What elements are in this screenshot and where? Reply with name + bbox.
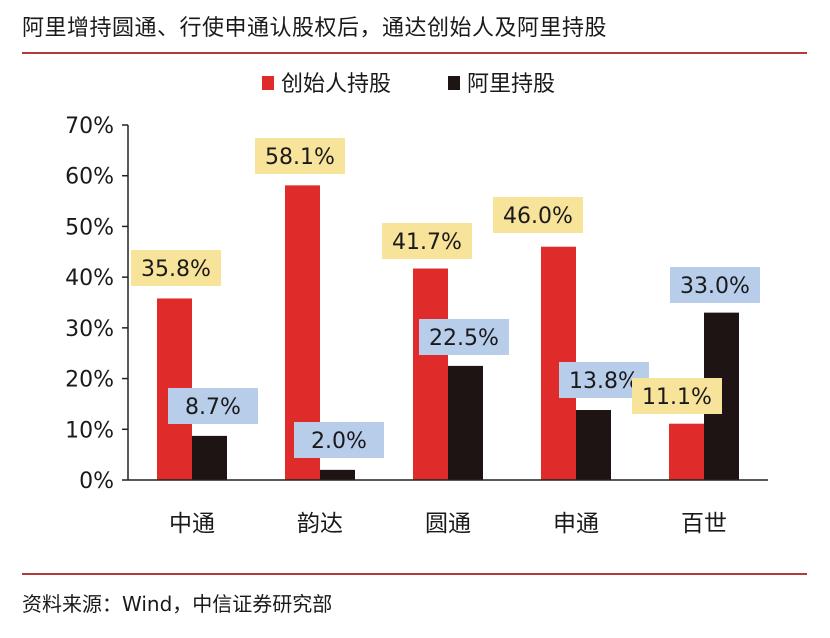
y-tick-label: 10%	[65, 418, 114, 443]
chart-title: 阿里增持圆通、行使申通认股权后，通达创始人及阿里持股	[22, 16, 608, 41]
y-tick-label: 40%	[65, 266, 114, 291]
legend-swatch-founder	[262, 76, 274, 90]
data-labels: 35.8% 8.7% 58.1% 2.0% 41.7% 22.5% 46.0% 13.8%11…	[131, 138, 760, 458]
bar-alibaba-3	[576, 410, 611, 480]
y-axis: 0% 10% 20% 30% 40% 50% 60% 70%	[65, 114, 129, 494]
data-label-founder-4: 11.1%	[642, 385, 712, 410]
bar-founder-4	[669, 423, 704, 480]
y-tick-label: 60%	[65, 165, 114, 190]
data-label-alibaba-1: 2.0%	[311, 429, 367, 454]
source-divider	[22, 573, 807, 575]
data-label-founder-0: 35.8%	[141, 257, 211, 282]
bar-alibaba-0	[192, 435, 227, 480]
y-tick-label: 20%	[65, 368, 114, 393]
x-axis: 中通 韵达 圆通 申通 百世	[128, 479, 768, 537]
x-tick-label: 中通	[169, 511, 215, 537]
y-tick-label: 30%	[65, 317, 114, 342]
data-label-alibaba-2: 22.5%	[429, 326, 499, 351]
data-label-alibaba-4: 33.0%	[680, 274, 750, 299]
bar-founder-2	[413, 268, 448, 480]
bar-alibaba-1	[320, 469, 355, 480]
data-label-alibaba-2-bg	[419, 319, 509, 355]
y-tick-label: 50%	[65, 215, 114, 240]
title-divider	[22, 52, 807, 54]
y-tick-label: 70%	[65, 114, 114, 139]
data-label-founder-3-bg	[493, 197, 583, 233]
legend-label-founder: 创始人持股	[281, 72, 391, 97]
data-label-alibaba-0-bg	[168, 388, 258, 424]
bar-chart: 创始人持股 阿里持股 0% 10% 20% 30% 40% 50% 60% 70% 35.8% 8…	[65, 72, 768, 537]
data-label-alibaba-1-bg	[294, 422, 384, 458]
bar-alibaba-2	[448, 365, 483, 480]
data-label-founder-4-bg	[632, 378, 722, 414]
legend: 创始人持股 阿里持股	[262, 72, 555, 97]
data-label-founder-2: 41.7%	[392, 230, 462, 255]
x-tick-label: 申通	[553, 511, 599, 537]
y-tick-label: 0%	[79, 469, 114, 494]
data-label-founder-0-bg	[131, 250, 221, 286]
data-label-founder-1-bg	[255, 138, 345, 174]
data-label-founder-1: 58.1%	[265, 145, 335, 170]
x-tick-label: 百世	[681, 511, 727, 537]
x-tick-label: 圆通	[425, 511, 471, 537]
x-tick-label: 韵达	[297, 511, 343, 537]
legend-swatch-alibaba	[448, 76, 460, 90]
data-label-founder-2-bg	[382, 223, 472, 259]
data-label-founder-3: 46.0%	[503, 204, 573, 229]
source-note: 资料来源：Wind，中信证券研究部	[22, 592, 333, 616]
legend-label-alibaba: 阿里持股	[467, 72, 555, 97]
data-label-alibaba-4-bg	[670, 267, 760, 303]
data-label-alibaba-3: 13.8%	[569, 369, 639, 394]
data-label-alibaba-0: 8.7%	[185, 395, 241, 420]
